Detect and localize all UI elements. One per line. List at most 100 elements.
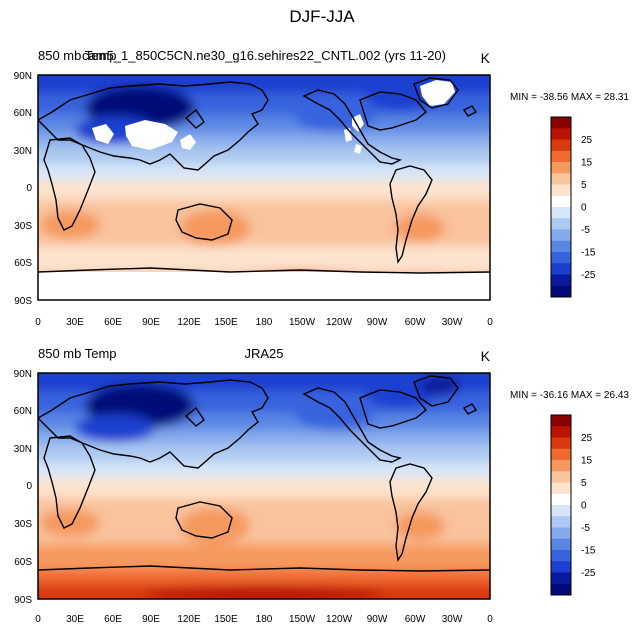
lat-tick-label: 60N [14,108,32,119]
map-frame [37,372,491,600]
colorbar-label: 15 [581,158,593,169]
figure-title: DJF-JJA [289,7,355,26]
lat-tick-label: 30N [14,146,32,157]
colorbar-swatch [551,538,571,551]
colorbar-swatch [551,572,571,585]
colorbar-swatch [551,207,571,219]
colorbar-label: -25 [581,270,596,281]
lon-tick-label: 150E [214,614,238,625]
map-panel-model: 850 mb Temp cam5_1_850C5CN.ne30_g16.sehi… [14,48,630,328]
lon-tick-label: 30W [442,317,463,328]
lon-tick-label: 180 [256,614,273,625]
colorbar: 25 15 5 0 -5 -15 -25 [550,116,596,298]
colorbar-swatch [551,471,571,483]
lon-tick-label: 30E [66,317,84,328]
colorbar-swatch [551,195,571,208]
panel-title: cam5_1_850C5CN.ne30_g16.sehires22_CNTL.0… [82,48,446,63]
lon-tick-label: 120E [177,317,201,328]
colorbar-swatch [551,150,571,163]
colorbar-swatch [551,583,571,596]
lon-tick-label: 120W [326,317,353,328]
colorbar-frame [550,414,572,596]
colorbar-swatch [551,240,571,253]
temperature-field [38,75,490,300]
lon-tick-label: 90E [142,317,160,328]
lon-tick-label: 60W [405,614,426,625]
colorbar-label: -5 [581,225,590,236]
lon-tick-label: 0 [35,614,41,625]
colorbar-swatch [551,184,571,197]
lat-tick-labels: 90N 60N 30N 0 30S 60S 90S [14,369,33,606]
colorbar-label: -5 [581,523,590,534]
lat-tick-label: 60S [14,557,32,568]
lon-tick-label: 90W [367,614,388,625]
colorbar-swatch [551,561,571,573]
colorbar-swatch [551,448,571,461]
colorbar-swatch [551,437,571,450]
colorbar-swatch [551,415,571,427]
colorbar-label: 15 [581,456,593,467]
lat-tick-label: 60N [14,406,32,417]
colorbar-swatch [551,162,571,174]
colorbar-label: 25 [581,135,593,146]
lon-tick-label: 90E [142,614,160,625]
map-panel-reference: 850 mb Temp JRA25 K [14,346,630,625]
lon-tick-label: 60E [104,317,122,328]
lon-tick-label: 120E [177,614,201,625]
lon-tick-label: 90W [367,317,388,328]
colorbar-swatch [551,493,571,506]
colorbar-swatch [551,516,571,528]
lon-tick-label: 150E [214,317,238,328]
lat-tick-label: 30S [14,519,32,530]
colorbar-label: 5 [581,478,587,489]
lon-tick-label: 120W [326,614,353,625]
colorbar-swatch [551,527,571,540]
lat-tick-label: 90N [14,71,32,82]
lon-tick-label: 30W [442,614,463,625]
lat-tick-label: 60S [14,258,32,269]
colorbar-swatch [551,117,571,129]
lon-tick-label: 30E [66,614,84,625]
colorbar-swatch [551,285,571,298]
stats-readout: MIN = -38.56 MAX = 28.31 [510,92,629,103]
lat-tick-label: 30N [14,444,32,455]
coastlines [38,375,490,572]
colorbar-label: -15 [581,248,596,259]
lon-tick-label: 0 [487,614,493,625]
lon-tick-label: 180 [256,317,273,328]
lat-tick-label: 90S [14,595,32,606]
colorbar-label: 25 [581,433,593,444]
lon-tick-label: 0 [487,317,493,328]
colorbar-label: 0 [581,501,587,512]
lat-tick-label: 30S [14,221,32,232]
colorbar-label: 5 [581,180,587,191]
missing-data-region [38,272,490,300]
colorbar-swatch [551,229,571,242]
panel-left-label: 850 mb Temp [38,346,117,361]
colorbar-swatch [551,505,571,517]
coastlines [38,77,490,274]
colorbar-label: -25 [581,568,596,579]
colorbar-label: -15 [581,546,596,557]
lat-tick-label: 0 [26,183,32,194]
lat-tick-labels: 90N 60N 30N 0 30S 60S 90S [14,71,33,307]
lon-tick-label: 150W [289,317,316,328]
map-frame [37,74,491,301]
lon-tick-labels: 0 30E 60E 90E 120E 150E 180 150W 120W 90… [35,614,493,625]
colorbar-swatch [551,218,571,230]
colorbar-swatch [551,460,571,472]
colorbar-label: 0 [581,203,587,214]
colorbar-swatch [551,173,571,185]
lat-tick-label: 0 [26,481,32,492]
panel-left-label: 850 mb Temp [38,48,117,63]
panel-title: JRA25 [244,346,283,361]
missing-data-region [92,80,455,154]
colorbar-swatch [551,128,571,140]
lon-tick-label: 150W [289,614,316,625]
lat-tick-label: 90S [14,296,32,307]
colorbar-swatch [551,139,571,152]
colorbar-swatch [551,274,571,287]
lon-tick-labels: 0 30E 60E 90E 120E 150E 180 150W 120W 90… [35,317,493,328]
colorbar: 25 15 5 0 -5 -15 -25 [550,414,596,596]
